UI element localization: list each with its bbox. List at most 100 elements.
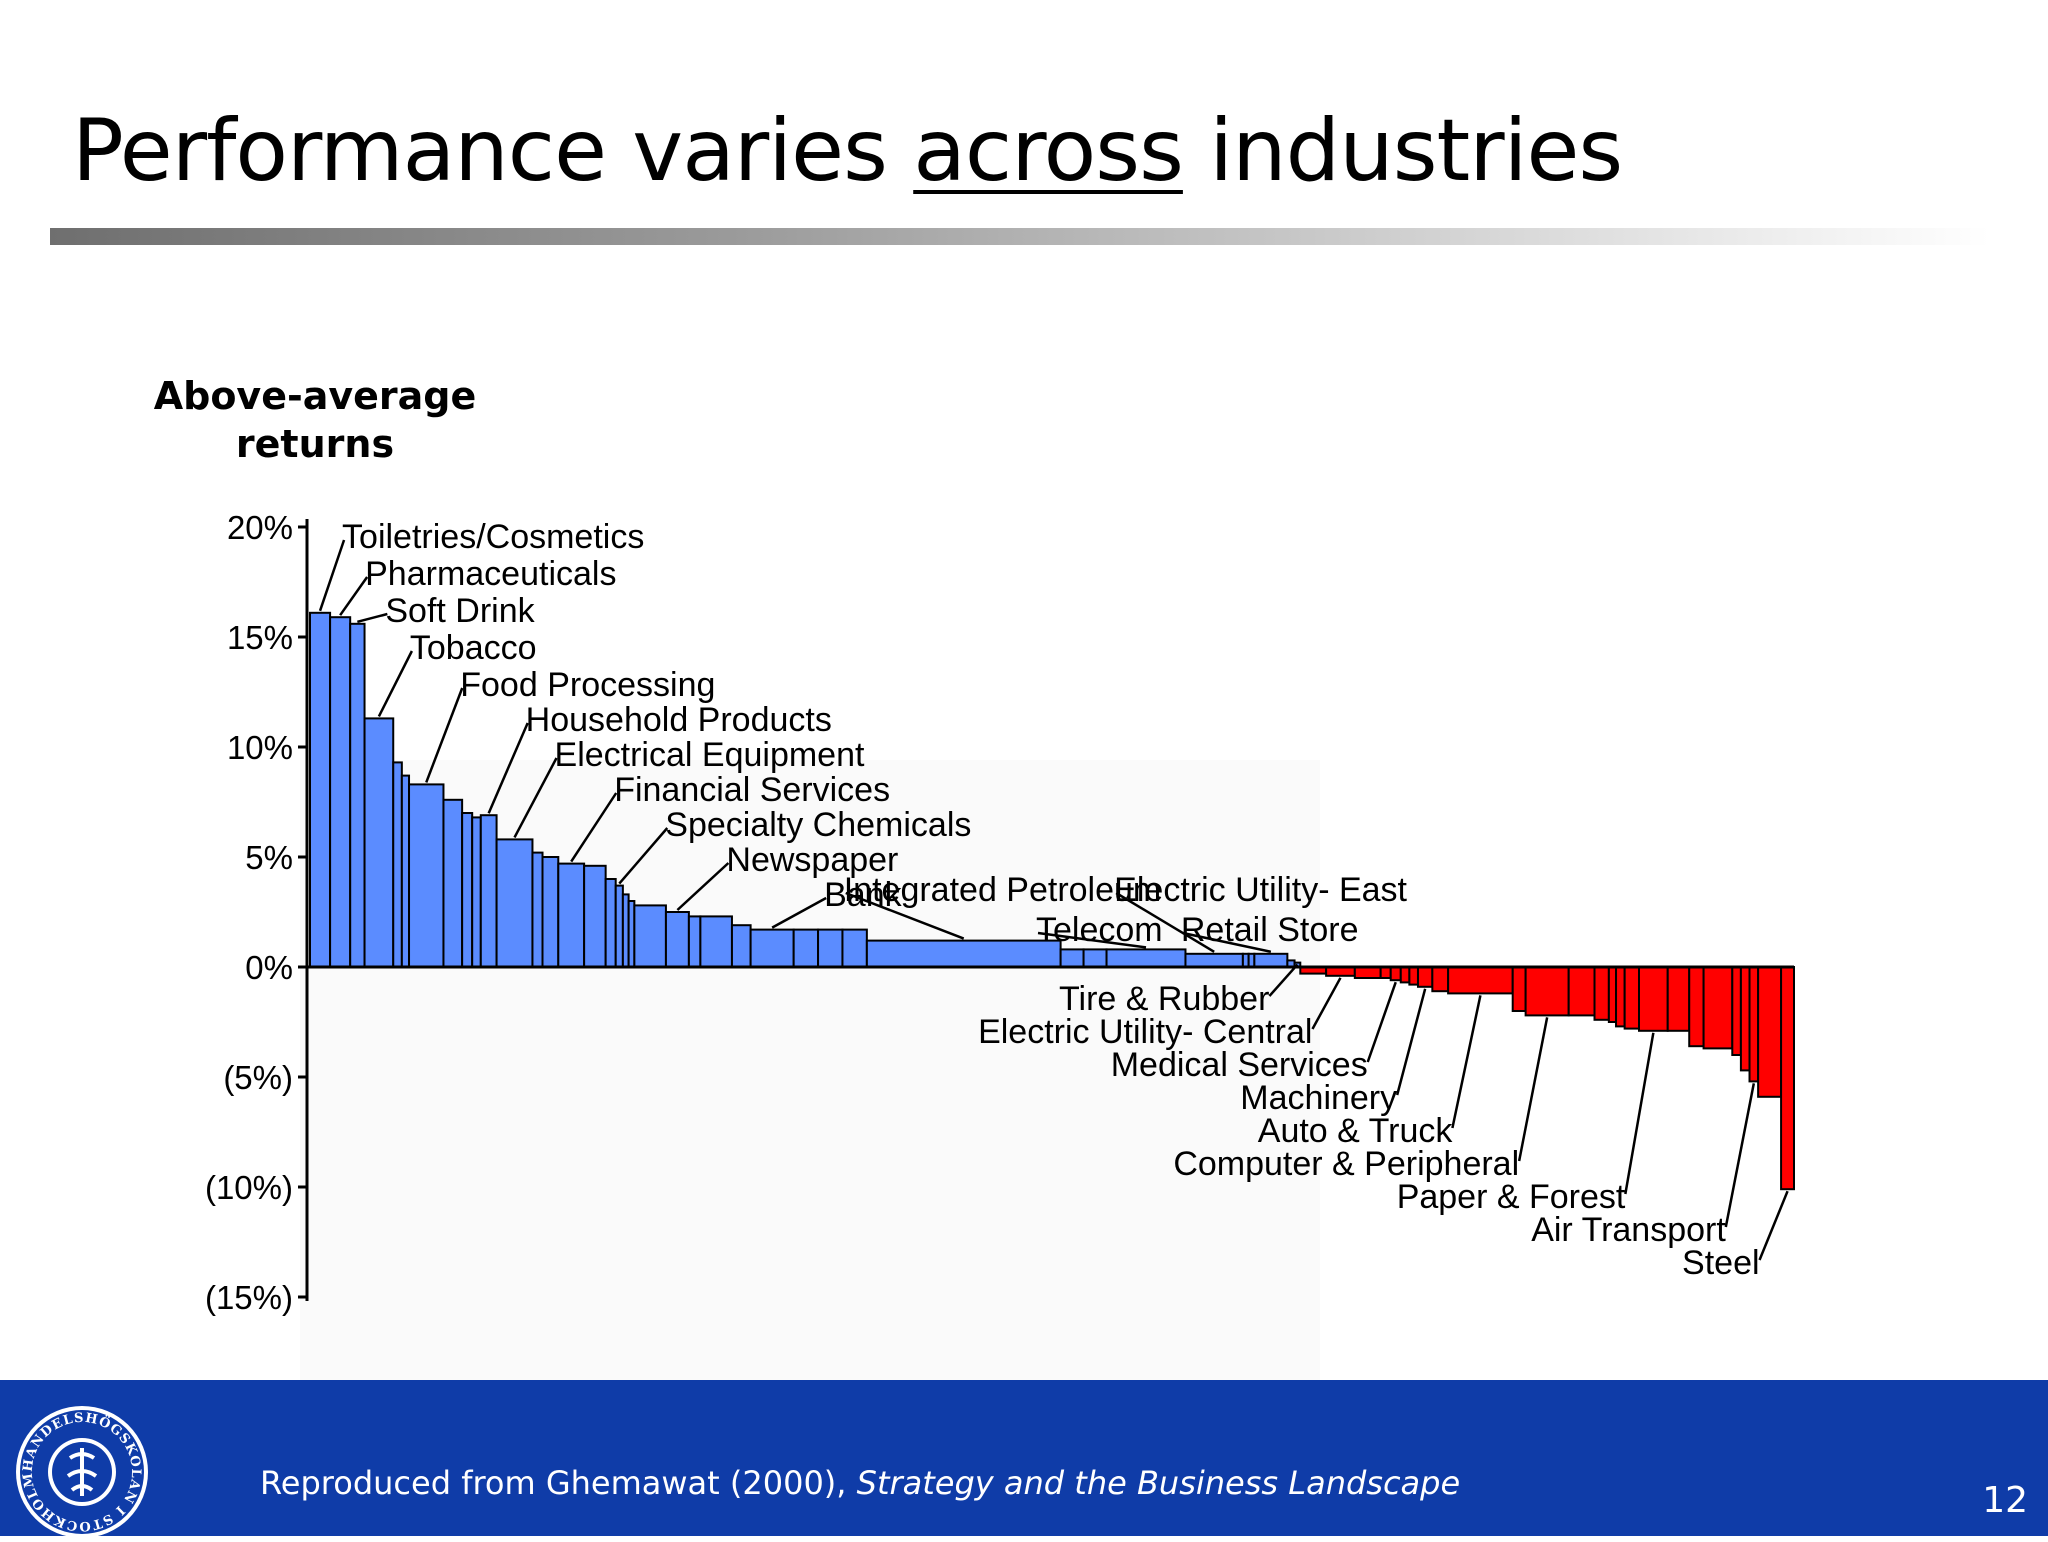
bar-33 [1184, 952, 1244, 968]
bar-17 [614, 884, 624, 968]
bar-20 [633, 904, 667, 969]
title-underlined-word: across [913, 101, 1184, 201]
industry-label: Newspaper [726, 841, 898, 879]
industry-returns-chart: 20% 15% 10% 5% 0% (5%) (10%) (15%) Toiletries/Co… [205, 509, 1795, 1316]
bar-9 [471, 816, 482, 969]
industry-label: Electric Utility- Central [978, 1013, 1312, 1051]
bar-11 [495, 838, 534, 969]
bar-56 [1638, 966, 1669, 1032]
bar-57 [1666, 966, 1691, 1032]
source-book-title: Strategy and the Business Landscape [856, 1464, 1461, 1502]
industry-label: Tobacco [410, 629, 537, 667]
y-tick-label-7: (15%) [205, 1279, 293, 1316]
bar-36 [1253, 952, 1289, 968]
industry-label: Bank [824, 876, 902, 914]
leader-line-29 [845, 891, 965, 940]
y-tick-label-3: 5% [245, 839, 293, 876]
industry-label: Integrated Petroleum [844, 871, 1162, 909]
bar-7 [442, 798, 464, 968]
bar-16 [604, 878, 617, 968]
y-tick-label-1: 15% [227, 619, 293, 656]
industry-label: Air Transport [1531, 1211, 1726, 1249]
bar-5 [400, 774, 411, 968]
bar-8 [461, 812, 474, 968]
slide-title: Performance varies across industries [72, 108, 1623, 194]
industry-label: Household Products [526, 701, 832, 739]
bar-29 [865, 939, 1062, 968]
source-citation: Reproduced from Ghemawat (2000), Strateg… [260, 1464, 1460, 1502]
bar-15 [583, 864, 607, 968]
bar-41 [1353, 966, 1382, 979]
bar-48 [1447, 966, 1514, 995]
bar-52 [1593, 966, 1610, 1021]
bar-55 [1623, 966, 1641, 1030]
y-axis-title: Above-average returns [153, 374, 477, 466]
bar-12 [531, 851, 544, 968]
bar-62 [1748, 966, 1760, 1083]
leader-line-43 [1366, 981, 1397, 1063]
bar-13 [541, 856, 560, 968]
y-tick-label-0: 20% [227, 509, 293, 546]
footer-bar: HANDELSHÖGSKOLAN I STOCKHOLM Reproduced … [0, 1380, 2048, 1538]
industry-label: Soft Drink [385, 592, 535, 630]
bar-54 [1615, 966, 1626, 1028]
bar-31 [1082, 948, 1108, 969]
bar-28 [841, 928, 868, 968]
leader-line-56 [1624, 1032, 1655, 1195]
leader-line-2 [357, 612, 388, 624]
bar-61 [1739, 966, 1751, 1072]
industry-label: Toiletries/Cosmetics [342, 518, 644, 556]
bar-50 [1524, 966, 1570, 1017]
industry-label: Paper & Forest [1397, 1178, 1626, 1216]
industry-label: Pharmaceuticals [365, 555, 616, 593]
leader-line-11 [513, 757, 558, 838]
leader-line-33 [1115, 891, 1215, 953]
bar-10 [479, 814, 498, 969]
source-prefix: Reproduced from Ghemawat (2000), [260, 1464, 857, 1502]
title-part-2: industries [1182, 101, 1623, 201]
bar-45 [1408, 966, 1419, 986]
bar-32 [1105, 948, 1187, 969]
school-seal-logo: HANDELSHÖGSKOLAN I STOCKHOLM [16, 1406, 148, 1538]
bar-46 [1416, 966, 1434, 988]
bar-53 [1607, 966, 1618, 1023]
title-divider [50, 228, 1990, 245]
bar-47 [1431, 966, 1450, 993]
leader-line-17 [618, 827, 669, 885]
leader-line-38 [1268, 963, 1299, 997]
bar-2 [349, 622, 366, 968]
leader-line-3 [377, 650, 414, 717]
industry-label: Electrical Equipment [555, 736, 865, 774]
leader-line-50 [1517, 1017, 1549, 1162]
bar-60 [1731, 966, 1742, 1056]
industry-label: Food Processing [460, 666, 715, 704]
y-tick-label-4: 0% [245, 949, 293, 986]
bar-26 [792, 928, 820, 968]
leader-line-46 [1395, 988, 1427, 1096]
bar-30 [1059, 948, 1085, 969]
bar-23 [699, 915, 733, 969]
industry-label: Telecom [1036, 911, 1163, 949]
y-tick-label-6: (10%) [205, 1169, 293, 1206]
leader-line-25 [771, 896, 827, 929]
industry-label: Retail Store [1181, 911, 1359, 949]
industry-label: Electric Utility- East [1114, 871, 1407, 909]
y-tick-label-2: 10% [227, 729, 293, 766]
industry-label: Steel [1682, 1244, 1760, 1282]
bar-58 [1688, 966, 1705, 1048]
y-tick-label-5: (5%) [223, 1059, 293, 1096]
bar-27 [817, 928, 844, 968]
industry-label: Machinery [1240, 1079, 1397, 1117]
leader-line-14 [570, 792, 618, 863]
title-part-1: Performance varies [72, 101, 914, 201]
leader-line-40 [1311, 977, 1342, 1030]
industry-label: Auto & Truck [1258, 1112, 1454, 1150]
leader-line-0 [318, 539, 346, 612]
industry-label: Computer & Peripheral [1173, 1145, 1519, 1183]
leader-line-48 [1451, 995, 1482, 1129]
bar-3 [363, 717, 395, 969]
leader-line-36 [1182, 931, 1272, 954]
bar-1 [329, 616, 352, 968]
leader-line-62 [1724, 1083, 1756, 1228]
bar-14 [557, 862, 586, 968]
